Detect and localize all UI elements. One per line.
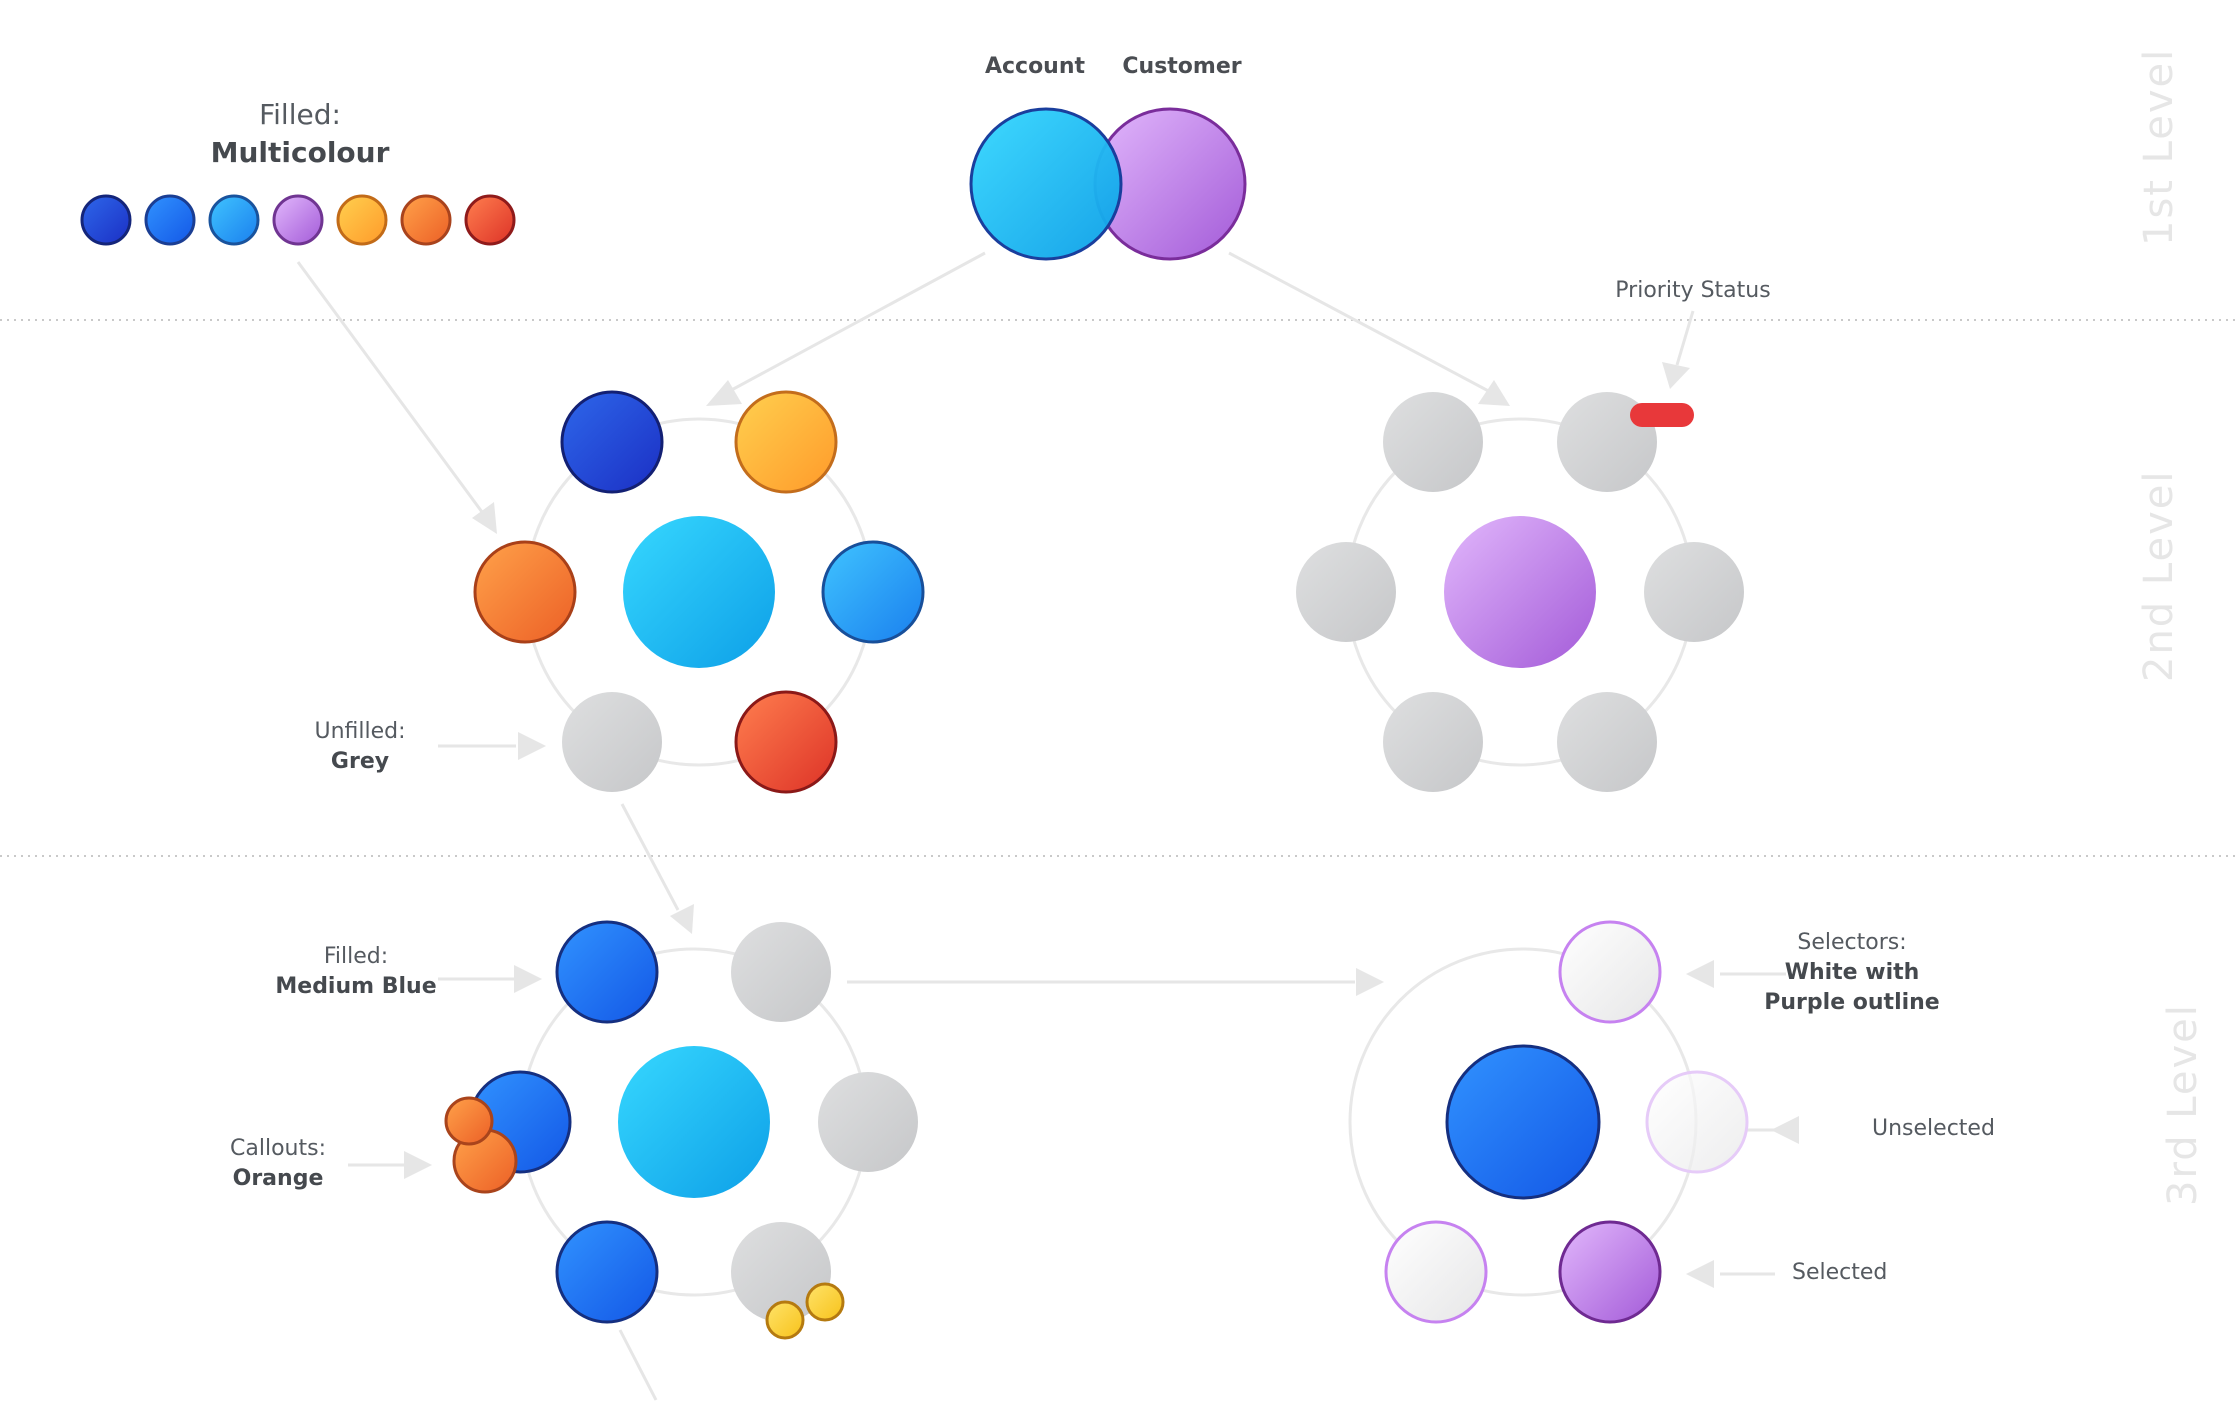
filled-multicolour-label: Filled: Multicolour <box>211 96 390 172</box>
filled-medium-blue-line2: Medium Blue <box>275 974 437 999</box>
node-grey <box>731 922 831 1022</box>
unfilled-line1: Unfilled: <box>314 719 406 744</box>
customer-label: Customer <box>1122 54 1242 79</box>
account-circle <box>969 107 1123 261</box>
filled-medium-blue-label: Filled: Medium Blue <box>275 942 436 1002</box>
center-account-circle <box>618 1046 770 1198</box>
unfilled-label: Unfilled: Grey <box>314 717 405 777</box>
arrowhead-unselected <box>1771 1116 1799 1144</box>
selector-white[interactable] <box>1384 1220 1488 1324</box>
node-dark-blue <box>560 390 664 494</box>
node-medium-blue <box>555 920 659 1024</box>
selector-white[interactable] <box>1558 920 1662 1024</box>
selector-selected[interactable] <box>1558 1220 1662 1324</box>
center-customer-circle <box>1444 516 1596 668</box>
selectors-label: Selectors: White with Purple outline <box>1764 928 1939 1018</box>
callout-yellow <box>805 1282 845 1322</box>
node-grey <box>1383 392 1483 492</box>
swatch-purple <box>272 194 324 246</box>
callouts-label: Callouts: Orange <box>230 1134 326 1194</box>
swatch-light-blue <box>208 194 260 246</box>
arrowhead-selected <box>1686 1260 1714 1288</box>
node-grey <box>1644 542 1744 642</box>
level-label-3: 3rd Level <box>2160 1003 2206 1206</box>
priority-status-badge <box>1630 403 1694 427</box>
arrowhead-priority <box>1662 362 1690 389</box>
account-label: Account <box>984 54 1086 79</box>
swatch-yellow-orange <box>336 194 388 246</box>
selected-label: Selected <box>1792 1260 1888 1285</box>
center-account-circle <box>623 516 775 668</box>
node-grey <box>731 1222 831 1322</box>
arrowhead-account <box>706 380 742 406</box>
swatch-orange <box>400 194 452 246</box>
level3-account-cluster <box>444 920 918 1340</box>
callout-orange <box>444 1096 494 1146</box>
center-medium-blue-circle <box>1445 1044 1601 1200</box>
callouts-line1: Callouts: <box>230 1136 326 1161</box>
unfilled-line2: Grey <box>330 749 390 774</box>
level3-selector-cluster <box>1348 920 1749 1324</box>
arrow-heads <box>404 362 1799 1288</box>
node-yellow-orange <box>734 390 838 494</box>
node-orange <box>473 540 577 644</box>
swatch-dark-blue <box>80 194 132 246</box>
priority-status-label: Priority Status <box>1615 278 1771 303</box>
node-grey <box>1296 542 1396 642</box>
selectors-line3: Purple outline <box>1764 990 1940 1015</box>
arrowhead-selectors <box>1686 960 1714 988</box>
node-grey <box>818 1072 918 1172</box>
callout-yellow <box>765 1300 805 1340</box>
swatch-medium-blue <box>144 194 196 246</box>
level2-customer-cluster <box>1296 392 1744 792</box>
level-label-1: 1st Level <box>2136 47 2182 246</box>
level1-venn <box>969 107 1247 261</box>
selectors-line2: White with <box>1784 960 1920 985</box>
filled-multicolour-line1: Filled: <box>259 98 341 131</box>
selector-unselected[interactable] <box>1645 1070 1749 1174</box>
node-medium-blue <box>555 1220 659 1324</box>
arrowhead-level3 <box>670 904 694 934</box>
selectors-line1: Selectors: <box>1797 930 1907 955</box>
color-swatches <box>80 194 516 246</box>
node-light-blue <box>821 540 925 644</box>
unselected-label: Unselected <box>1872 1116 1995 1141</box>
callouts-line2: Orange <box>232 1166 324 1191</box>
arrowhead-callouts <box>404 1151 432 1179</box>
arrowhead-filled-blue <box>514 965 542 993</box>
arrowhead-multicolour <box>472 502 497 534</box>
node-grey <box>562 692 662 792</box>
filled-medium-blue-line1: Filled: <box>323 944 389 969</box>
arrowhead-customer <box>1478 380 1510 406</box>
level-label-2: 2nd Level <box>2136 469 2182 683</box>
node-grey <box>1557 692 1657 792</box>
node-red <box>734 690 838 794</box>
arrowhead-unfilled <box>518 732 546 760</box>
arrowhead-selector-view <box>1356 968 1384 996</box>
filled-multicolour-line2: Multicolour <box>210 136 390 169</box>
node-grey <box>1383 692 1483 792</box>
swatch-red <box>464 194 516 246</box>
level2-account-cluster <box>473 390 925 794</box>
